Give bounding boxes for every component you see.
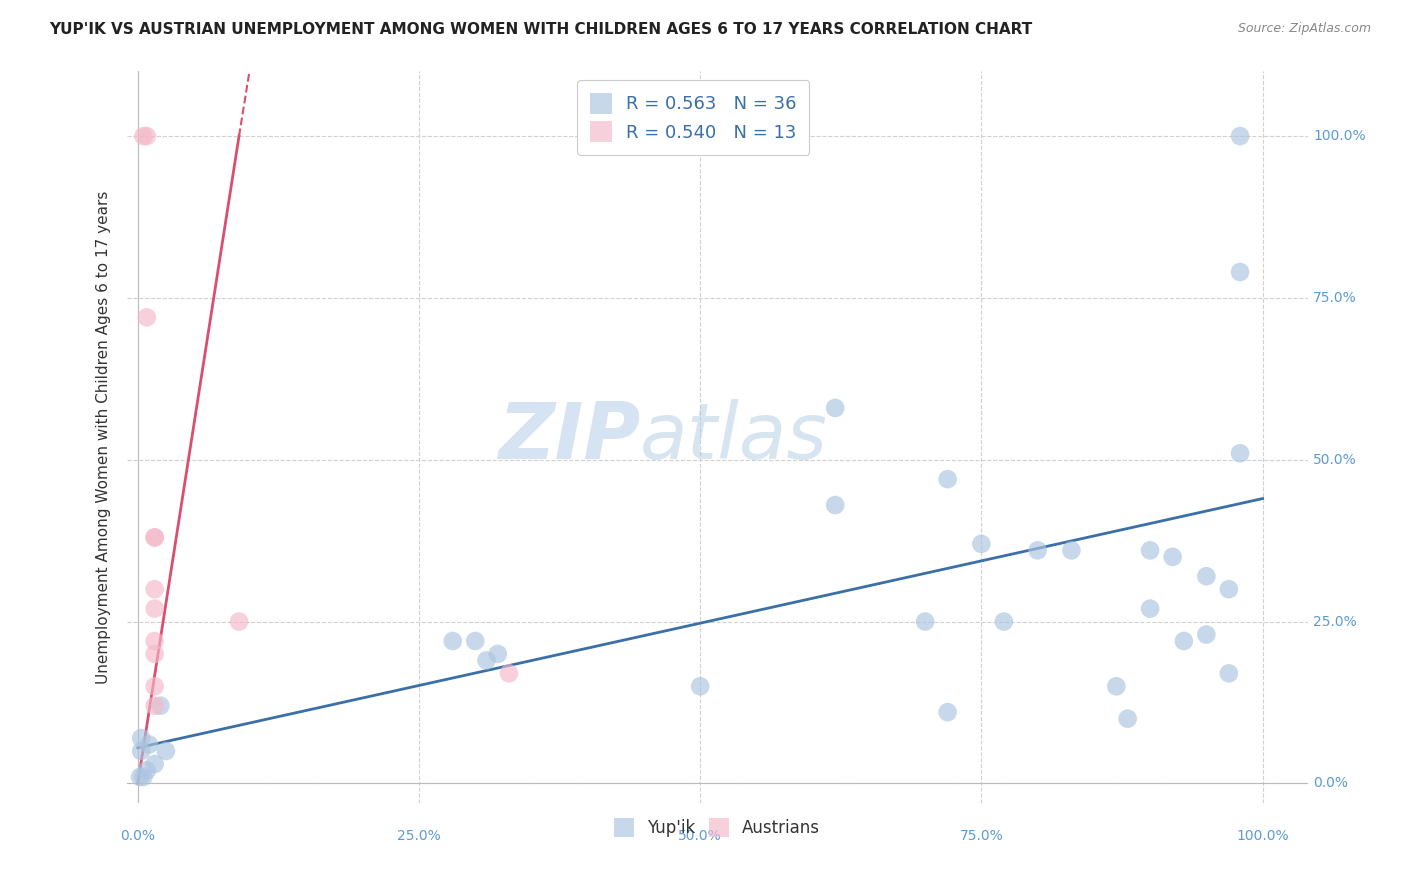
Point xyxy=(1161,549,1184,564)
Point xyxy=(143,647,166,661)
Point xyxy=(155,744,177,758)
Point xyxy=(970,537,993,551)
Point xyxy=(1195,627,1218,641)
Point xyxy=(129,744,152,758)
Point xyxy=(1139,543,1161,558)
Point xyxy=(824,401,846,415)
Point xyxy=(228,615,250,629)
Text: 100.0%: 100.0% xyxy=(1236,829,1289,843)
Point xyxy=(914,615,936,629)
Point xyxy=(824,498,846,512)
Point xyxy=(143,756,166,771)
Point xyxy=(1229,446,1251,460)
Text: 50.0%: 50.0% xyxy=(678,829,723,843)
Text: atlas: atlas xyxy=(640,399,828,475)
Point xyxy=(129,770,152,784)
Point xyxy=(132,129,155,144)
Point xyxy=(1229,265,1251,279)
Point xyxy=(138,738,160,752)
Text: YUP'IK VS AUSTRIAN UNEMPLOYMENT AMONG WOMEN WITH CHILDREN AGES 6 TO 17 YEARS COR: YUP'IK VS AUSTRIAN UNEMPLOYMENT AMONG WO… xyxy=(49,22,1032,37)
Point xyxy=(498,666,520,681)
Point xyxy=(1026,543,1049,558)
Point xyxy=(135,129,157,144)
Point xyxy=(1218,666,1240,681)
Point xyxy=(135,764,157,778)
Legend: Yup'ik, Austrians: Yup'ik, Austrians xyxy=(606,810,828,846)
Point xyxy=(464,634,486,648)
Point xyxy=(143,530,166,544)
Point xyxy=(486,647,509,661)
Point xyxy=(1173,634,1195,648)
Point xyxy=(143,634,166,648)
Point xyxy=(143,530,166,544)
Point xyxy=(143,698,166,713)
Text: ZIP: ZIP xyxy=(498,399,640,475)
Point xyxy=(936,705,959,719)
Point xyxy=(993,615,1015,629)
Point xyxy=(1195,569,1218,583)
Y-axis label: Unemployment Among Women with Children Ages 6 to 17 years: Unemployment Among Women with Children A… xyxy=(96,190,111,684)
Point xyxy=(143,679,166,693)
Text: 50.0%: 50.0% xyxy=(1313,453,1357,467)
Text: 0.0%: 0.0% xyxy=(121,829,155,843)
Point xyxy=(149,698,172,713)
Point xyxy=(135,310,157,325)
Text: 75.0%: 75.0% xyxy=(1313,291,1357,305)
Point xyxy=(1060,543,1083,558)
Point xyxy=(1229,129,1251,144)
Text: Source: ZipAtlas.com: Source: ZipAtlas.com xyxy=(1237,22,1371,36)
Point xyxy=(1105,679,1128,693)
Point xyxy=(936,472,959,486)
Point xyxy=(1139,601,1161,615)
Text: 25.0%: 25.0% xyxy=(1313,615,1357,629)
Point xyxy=(129,731,152,745)
Point xyxy=(143,601,166,615)
Text: 100.0%: 100.0% xyxy=(1313,129,1365,143)
Point xyxy=(1218,582,1240,597)
Text: 0.0%: 0.0% xyxy=(1313,776,1348,790)
Point xyxy=(689,679,711,693)
Point xyxy=(143,582,166,597)
Text: 25.0%: 25.0% xyxy=(396,829,441,843)
Point xyxy=(132,770,155,784)
Text: 75.0%: 75.0% xyxy=(959,829,1004,843)
Point xyxy=(441,634,464,648)
Point xyxy=(475,653,498,667)
Point xyxy=(1116,712,1139,726)
